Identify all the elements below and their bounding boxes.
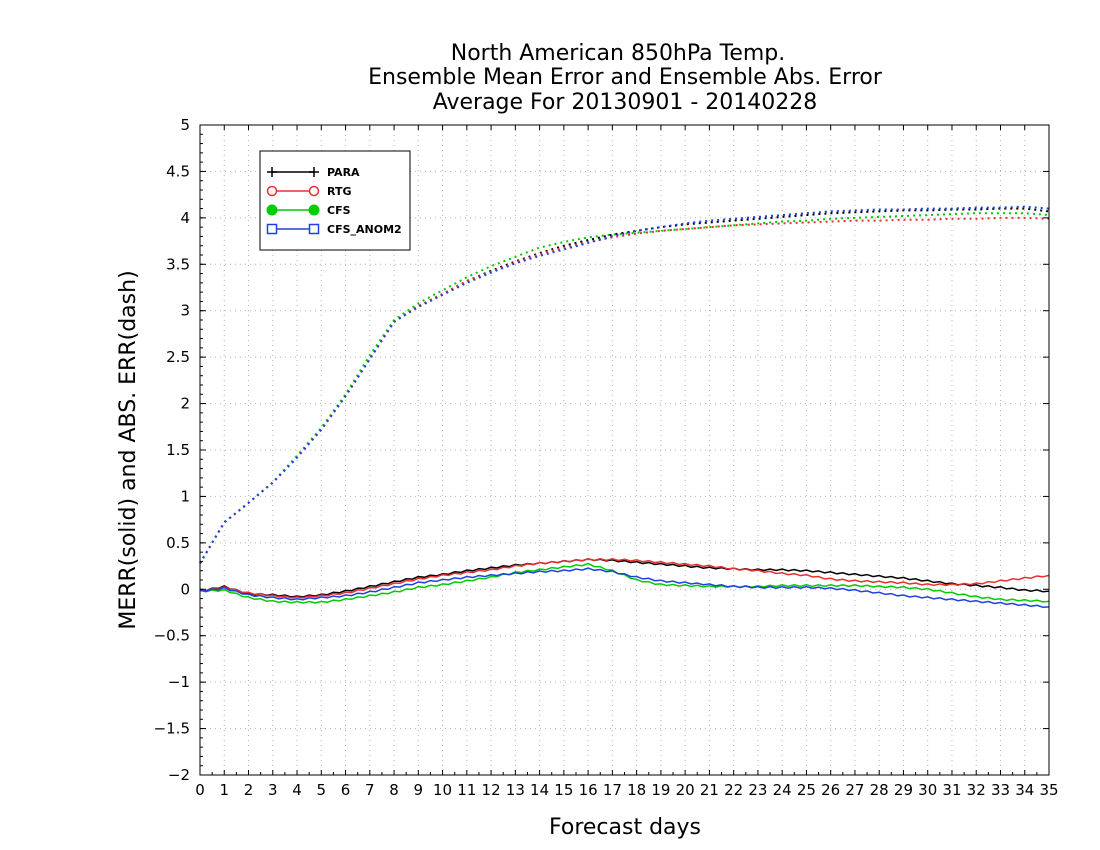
legend-box [259, 150, 411, 251]
legend-label: PARA [327, 166, 360, 179]
legend-item-rtg: RTG [266, 185, 352, 198]
x-tick-label: 13 [506, 781, 525, 799]
y-tick-label: 2 [180, 395, 190, 413]
open-circle-marker-icon [266, 185, 278, 197]
x-tick-label: 35 [1039, 781, 1058, 799]
open-circle-marker-icon [308, 185, 320, 197]
legend-item-cfs: CFS [266, 204, 351, 217]
series-para-merr-line [199, 558, 1050, 598]
y-tick-label: −1.5 [154, 720, 190, 738]
chart-title-line-3: Average For 20130901 - 20140228 [433, 90, 818, 115]
y-axis-title: MERR(solid) and ABS. ERR(dash) [116, 270, 141, 629]
series-rtg-merr-line [199, 558, 1050, 599]
x-tick-label: 1 [219, 781, 229, 799]
x-tick-label: 28 [870, 781, 889, 799]
mean-error-series-group [199, 558, 1050, 608]
y-tick-label: 0.5 [166, 534, 190, 552]
y-tick-label: 4 [180, 209, 190, 227]
x-tick-label: 25 [797, 781, 816, 799]
open-square-marker-icon [308, 223, 320, 235]
x-tick-label: 11 [457, 781, 476, 799]
x-tick-label: 33 [991, 781, 1010, 799]
x-tick-label: 23 [748, 781, 767, 799]
y-tick-label: 1 [180, 487, 190, 505]
chart-title-line-2: Ensemble Mean Error and Ensemble Abs. Er… [368, 65, 883, 90]
chart-title-line-1: North American 850hPa Temp. [451, 41, 786, 66]
abs-error-series-group [199, 205, 1050, 564]
legend-item-para: PARA [267, 166, 360, 179]
y-tick-label: 3 [180, 302, 190, 320]
legend-label: RTG [327, 185, 352, 198]
x-tick-label: 31 [942, 781, 961, 799]
x-tick-label: 6 [341, 781, 351, 799]
x-tick-label: 27 [845, 781, 864, 799]
chart-title: North American 850hPa Temp. Ensemble Mea… [368, 41, 883, 115]
series-cfs-anom2-merr-line [199, 567, 1050, 608]
x-tick-label: 34 [1015, 781, 1034, 799]
filled-circle-marker-icon [266, 204, 278, 216]
x-tick-label: 0 [195, 781, 205, 799]
x-tick-label: 24 [773, 781, 792, 799]
x-tick-label: 3 [268, 781, 278, 799]
legend-item-cfs-anom2: CFS_ANOM2 [266, 223, 402, 236]
x-tick-label: 8 [389, 781, 399, 799]
x-tick-label: 12 [482, 781, 501, 799]
filled-circle-marker-icon [308, 204, 320, 216]
axes: 0 1 2 3 4 5 6 7 8 9 10 11 12 13 14 15 16 17 18 19 20 21 22 23 24… [154, 116, 1059, 799]
x-tick-label: 4 [292, 781, 302, 799]
x-tick-label: 15 [554, 781, 573, 799]
x-tick-label: 9 [414, 781, 424, 799]
x-tick-label: 7 [365, 781, 375, 799]
x-tick-label: 20 [676, 781, 695, 799]
x-tick-label: 19 [651, 781, 670, 799]
y-tick-label: 3.5 [166, 255, 190, 273]
x-tick-label: 10 [433, 781, 452, 799]
x-tick-label: 5 [317, 781, 327, 799]
x-tick-label: 30 [918, 781, 937, 799]
y-tick-label: 1.5 [166, 441, 190, 459]
plus-marker-icon [267, 167, 277, 177]
y-tick-label: −1 [168, 673, 190, 691]
series-cfs-abs-err-line [199, 212, 1050, 564]
y-tick-label: 4.5 [166, 162, 190, 180]
y-tick-label: 0 [180, 580, 190, 598]
legend-label: CFS [327, 204, 351, 217]
series-para-abs-err-line [199, 207, 1050, 564]
series-rtg-abs-err-line [199, 216, 1050, 564]
legend-label: CFS_ANOM2 [327, 223, 402, 236]
x-tick-label: 2 [244, 781, 254, 799]
x-tick-label: 29 [894, 781, 913, 799]
x-tick-label: 21 [700, 781, 719, 799]
x-tick-label: 22 [724, 781, 743, 799]
y-tick-label: −2 [168, 766, 190, 784]
x-tick-label: 26 [821, 781, 840, 799]
grid-lines [200, 125, 1049, 775]
series-cfs-anom2-abs-err-line [199, 205, 1050, 564]
legend: PARA RTG CFS CFS_ANOM2 [259, 150, 411, 251]
series-cfs-merr-line [199, 562, 1050, 604]
y-tick-label: 2.5 [166, 348, 190, 366]
x-tick-label: 16 [579, 781, 598, 799]
x-tick-label: 14 [530, 781, 549, 799]
open-square-marker-icon [266, 223, 278, 235]
x-tick-label: 32 [967, 781, 986, 799]
x-axis-title: Forecast days [549, 815, 701, 840]
y-tick-label: −0.5 [154, 627, 190, 645]
x-tick-label: 18 [627, 781, 646, 799]
x-tick-label: 17 [603, 781, 622, 799]
y-tick-label: 5 [180, 116, 190, 134]
plus-marker-icon [309, 167, 319, 177]
